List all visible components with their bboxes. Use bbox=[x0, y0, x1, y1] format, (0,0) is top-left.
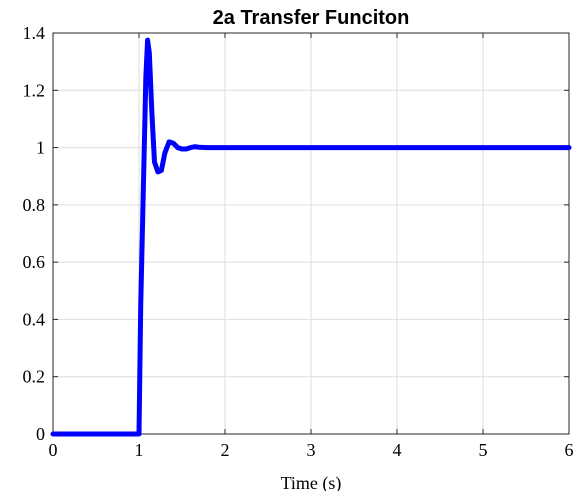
y-tick-label: 0 bbox=[36, 424, 45, 444]
y-tick-label: 0.8 bbox=[23, 195, 46, 215]
y-tick-label: 0.4 bbox=[23, 309, 46, 329]
x-tick-label: 3 bbox=[307, 440, 316, 460]
x-tick-label: 4 bbox=[393, 440, 402, 460]
y-tick-label: 1 bbox=[36, 138, 45, 158]
x-tick-label: 6 bbox=[565, 440, 574, 460]
x-axis-label: Time (s) bbox=[281, 473, 342, 491]
x-tick-label: 0 bbox=[49, 440, 58, 460]
chart-title: 2a Transfer Funciton bbox=[213, 7, 410, 29]
x-tick-label: 5 bbox=[479, 440, 488, 460]
y-tick-label: 1.2 bbox=[23, 80, 46, 100]
grid bbox=[53, 33, 569, 434]
y-tick-label: 0.2 bbox=[23, 367, 46, 387]
x-tick-label: 2 bbox=[221, 440, 230, 460]
y-tick-label: 0.6 bbox=[23, 252, 46, 272]
x-tick-label: 1 bbox=[135, 440, 144, 460]
y-tick-label: 1.4 bbox=[23, 23, 46, 43]
axis-ticks: 0 1 2 3 4 5 6 0 0.2 0.4 0.6 0.8 1 1.2 1.4 bbox=[23, 23, 574, 460]
